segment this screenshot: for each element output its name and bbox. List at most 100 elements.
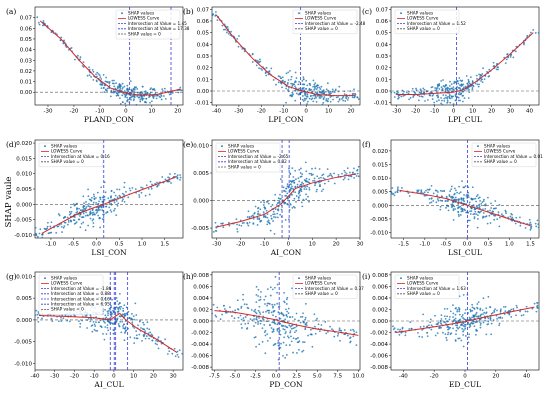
shap-point — [410, 327, 413, 330]
shap-point — [302, 182, 305, 185]
shap-point — [482, 212, 485, 214]
shap-point — [508, 313, 511, 316]
shap-point — [177, 91, 180, 94]
shap-point — [46, 225, 49, 228]
shap-point — [138, 333, 141, 336]
shap-point — [417, 189, 420, 192]
shap-point — [307, 195, 309, 198]
shap-point — [498, 322, 501, 325]
shap-point — [281, 76, 284, 79]
shap-point — [123, 304, 126, 307]
shap-point — [63, 225, 66, 228]
y-tick-label: 0.01 — [20, 80, 32, 86]
shap-point — [481, 216, 484, 219]
shap-point — [154, 92, 157, 95]
shap-point — [154, 342, 157, 345]
shap-point — [310, 172, 313, 175]
shap-point — [168, 350, 171, 353]
shap-point — [446, 99, 449, 102]
y-tick-label: -0.01 — [374, 101, 388, 107]
legend-marker — [298, 277, 300, 280]
shap-point — [179, 86, 182, 89]
shap-point — [344, 171, 347, 174]
shap-point — [285, 187, 288, 190]
shap-point — [312, 94, 315, 97]
shap-point — [303, 89, 306, 92]
legend-entry: SHAP values — [305, 11, 331, 16]
shap-point — [408, 195, 411, 197]
shap-point — [301, 350, 303, 353]
y-tick-label: 0.03 — [197, 54, 210, 60]
shap-point — [110, 306, 113, 309]
shap-point — [343, 93, 346, 96]
shap-point — [118, 188, 121, 191]
shap-point — [282, 354, 284, 357]
shap-point — [298, 199, 300, 202]
legend-entry: SHAP value = 0 — [407, 291, 440, 296]
shap-point — [315, 101, 318, 103]
shap-point — [295, 312, 298, 315]
shap-point — [474, 321, 477, 324]
shap-point — [138, 320, 141, 323]
shap-point — [425, 189, 427, 192]
legend-box — [38, 274, 104, 315]
shap-point — [449, 89, 451, 91]
shap-point — [262, 204, 265, 206]
shap-point — [273, 303, 276, 306]
shap-point — [302, 76, 305, 79]
shap-point — [114, 194, 117, 197]
y-tick-label: 0.015 — [372, 163, 388, 169]
shap-point — [460, 323, 463, 326]
shap-point — [447, 205, 450, 208]
shap-point — [66, 319, 69, 322]
shap-point — [346, 167, 349, 170]
shap-point — [140, 186, 142, 189]
shap-point — [474, 197, 477, 200]
shap-point — [509, 215, 512, 218]
shap-point — [265, 209, 268, 212]
shap-point — [298, 80, 301, 83]
shap-point — [118, 324, 120, 327]
shap-point — [87, 317, 90, 320]
shap-point — [308, 187, 311, 189]
shap-point — [479, 324, 482, 326]
legend-marker — [400, 277, 402, 280]
shap-point — [242, 319, 245, 322]
shap-point — [326, 82, 329, 85]
shap-point — [471, 309, 474, 312]
shap-point — [113, 91, 116, 93]
shap-point — [446, 101, 449, 103]
shap-point — [155, 339, 157, 342]
shap-point — [356, 172, 359, 175]
shap-point — [63, 216, 66, 219]
shap-point — [152, 97, 155, 100]
shap-point — [221, 222, 224, 225]
shap-point — [272, 220, 274, 222]
shap-point — [432, 200, 435, 202]
shap-point — [94, 325, 97, 327]
legend-entry: SHAP value = 0 — [228, 164, 261, 169]
shap-point — [282, 324, 285, 327]
shap-point — [331, 90, 334, 93]
shap-point — [314, 182, 317, 185]
shap-point — [112, 332, 115, 335]
shap-point — [259, 60, 262, 63]
y-tick-label: 0.01 — [376, 77, 388, 83]
shap-point — [230, 30, 232, 33]
shap-point — [473, 325, 476, 328]
shap-point — [260, 67, 262, 70]
shap-point — [296, 341, 299, 344]
shap-point — [250, 215, 253, 218]
shap-point — [447, 325, 449, 328]
lowess-curve — [39, 20, 181, 96]
shap-point — [124, 329, 127, 332]
shap-point — [113, 79, 115, 82]
shap-point — [452, 219, 455, 221]
shap-point — [117, 303, 120, 306]
shap-point — [477, 211, 480, 213]
shap-point — [279, 178, 282, 181]
shap-point — [352, 335, 355, 338]
shap-point — [337, 100, 340, 103]
shap-point — [99, 205, 102, 208]
